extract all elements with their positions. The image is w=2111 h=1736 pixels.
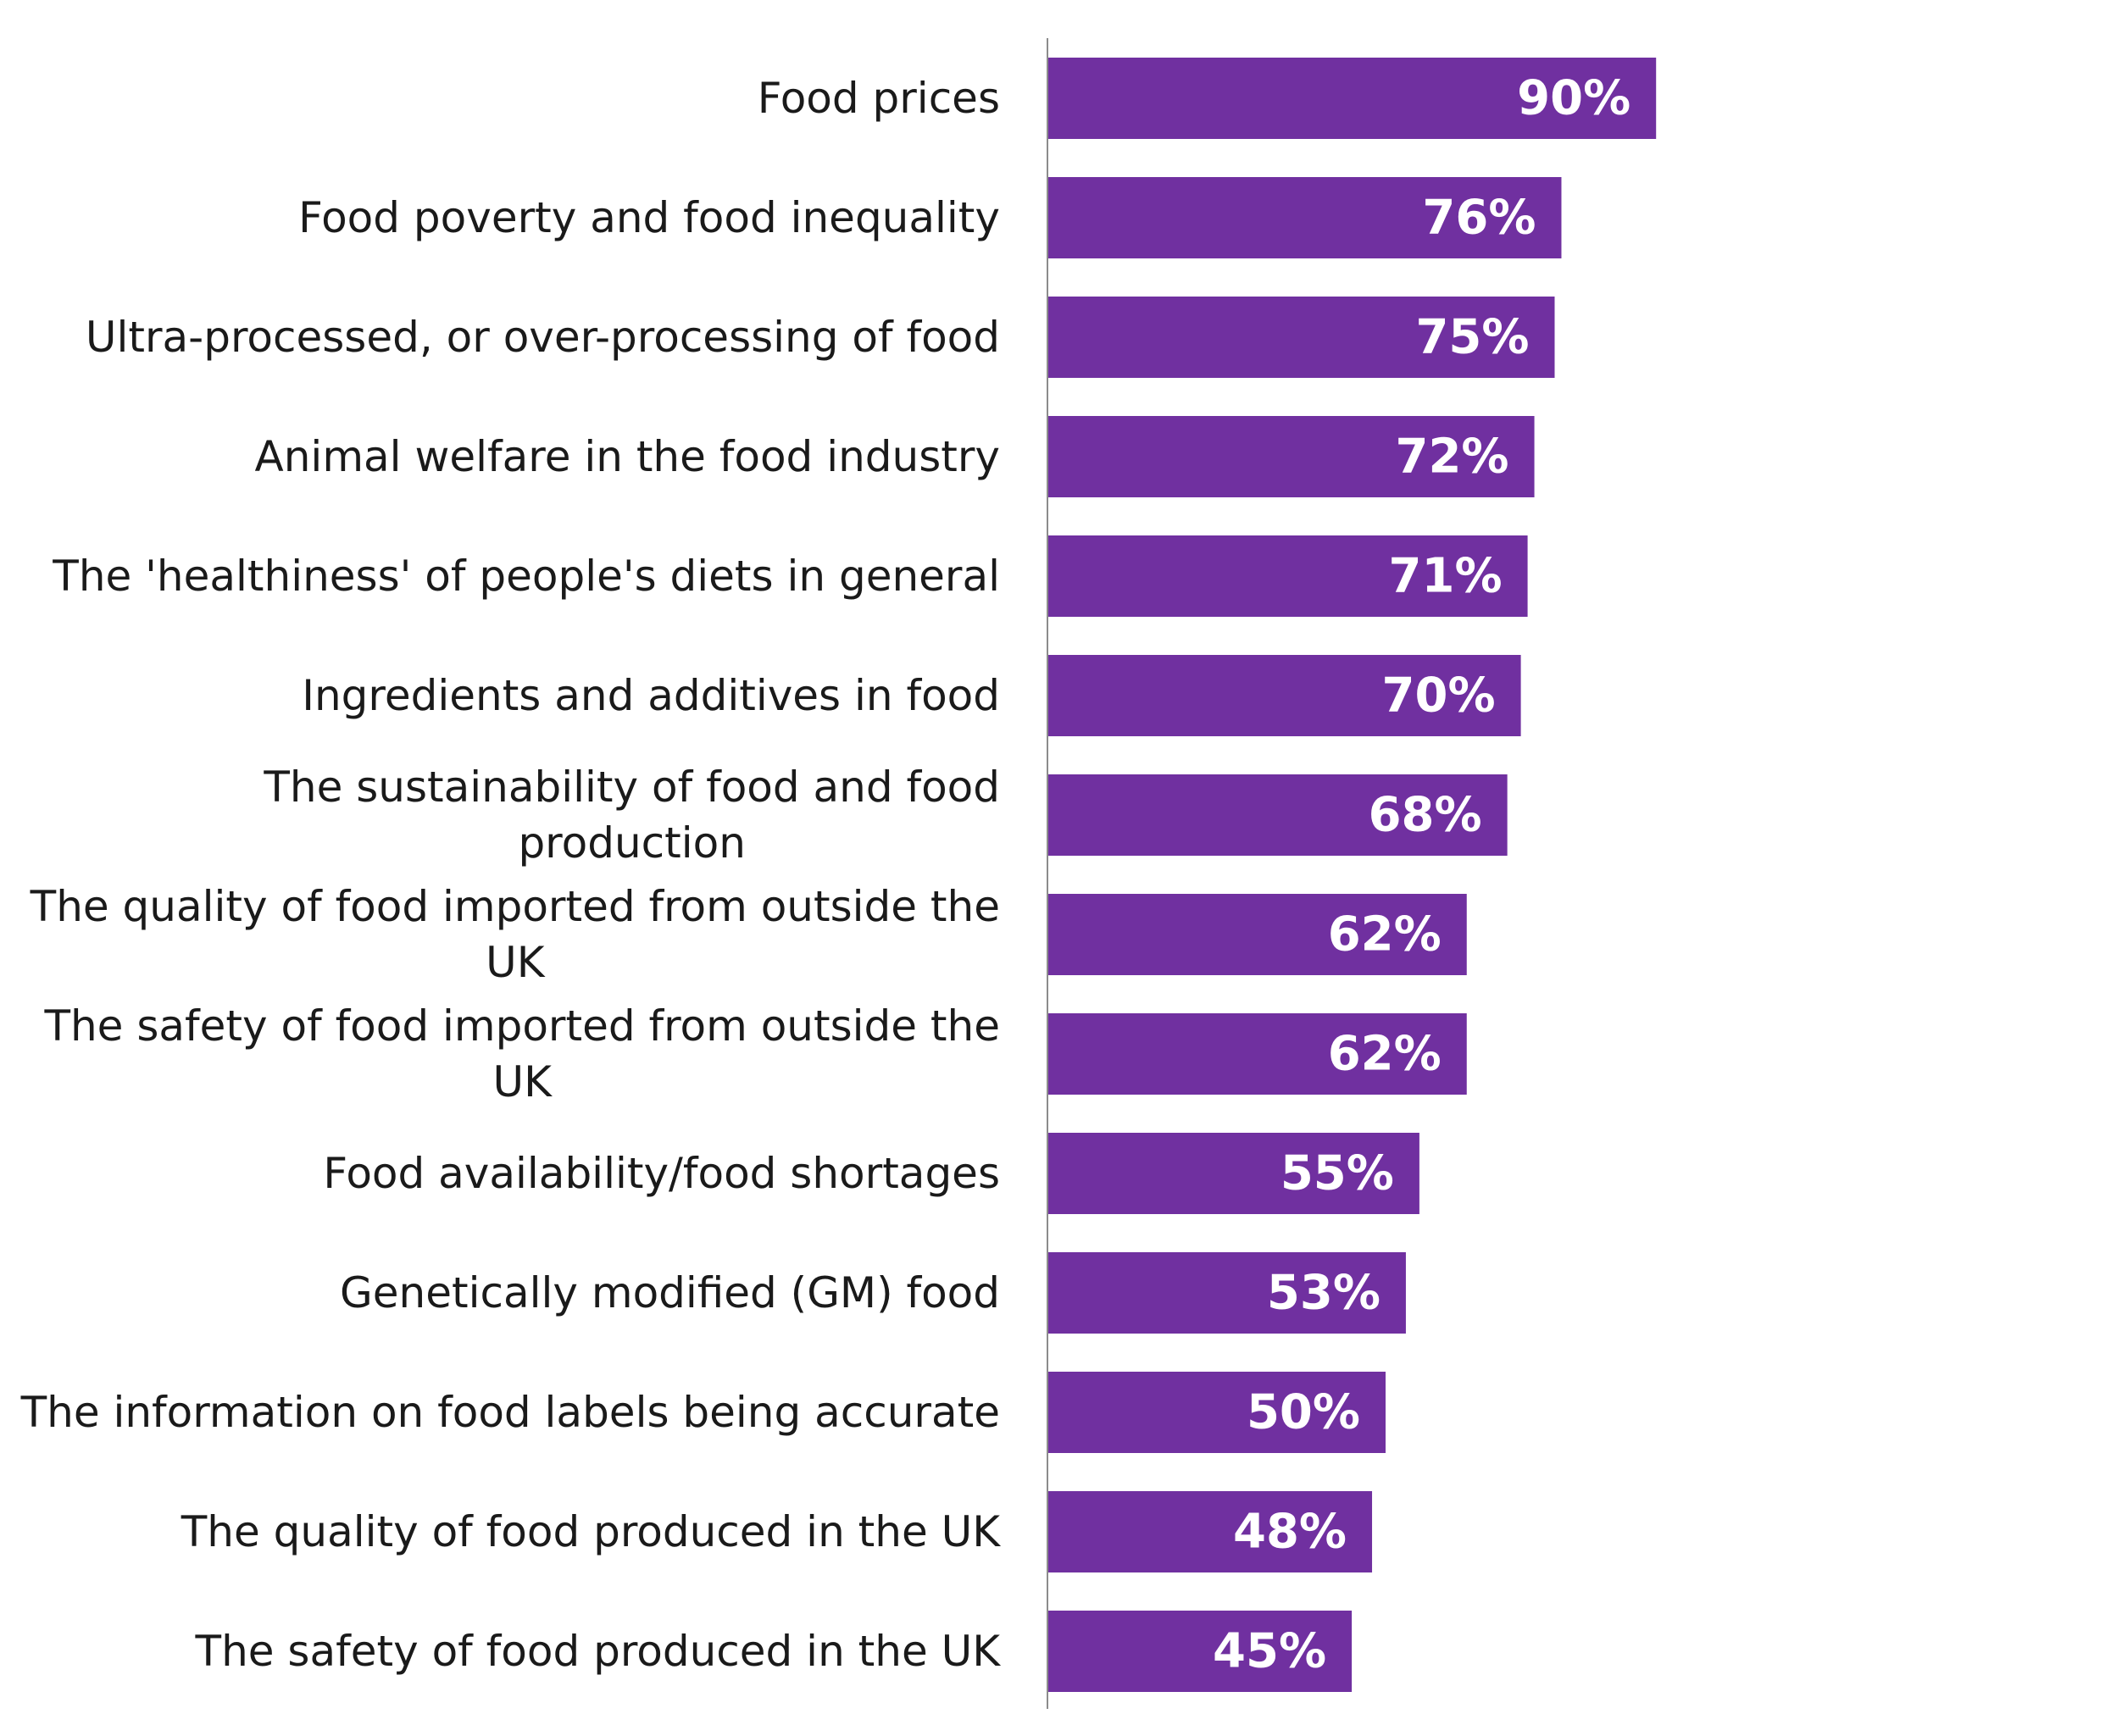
- value-label-7: 68%: [1369, 788, 1482, 843]
- value-label-5: 71%: [1389, 549, 1503, 604]
- bar-10: [1047, 1133, 1419, 1214]
- value-label-1: 90%: [1517, 71, 1630, 126]
- category-label-2: Food poverty and food inequality: [298, 193, 1000, 242]
- value-label-6: 70%: [1382, 668, 1496, 724]
- bar-4: [1047, 416, 1535, 497]
- bar-14: [1047, 1611, 1353, 1692]
- category-label-1: Food prices: [758, 74, 1000, 123]
- bar-1: [1047, 58, 1657, 139]
- category-label-10: Food availability/food shortages: [323, 1149, 1000, 1198]
- bar-8: [1047, 894, 1467, 975]
- category-label-9: The safety of food imported from outside…: [43, 1001, 1000, 1106]
- value-label-2: 76%: [1422, 191, 1536, 246]
- category-label-3: Ultra-processed, or over-processing of f…: [86, 313, 1000, 362]
- bar-3: [1047, 297, 1555, 378]
- value-labels-group: 90% 76% 75% 72% 71% 70% 68% 62% 62% 55% 53% 50% 48% 4…: [1213, 71, 1630, 1679]
- value-label-10: 55%: [1280, 1146, 1394, 1201]
- category-label-11: Genetically modified (GM) food: [340, 1268, 1000, 1317]
- category-label-5: The 'healthiness' of people's diets in g…: [52, 552, 1000, 601]
- bar-5: [1047, 535, 1528, 617]
- bar-6: [1047, 655, 1521, 736]
- value-label-13: 48%: [1233, 1505, 1347, 1560]
- value-label-8: 62%: [1328, 907, 1442, 962]
- bar-13: [1047, 1491, 1373, 1572]
- bar-11: [1047, 1252, 1406, 1334]
- bar-9: [1047, 1013, 1467, 1095]
- value-label-14: 45%: [1213, 1624, 1326, 1679]
- bar-7: [1047, 774, 1508, 856]
- category-label-12: The information on food labels being acc…: [20, 1388, 1000, 1437]
- category-labels-group: Food prices Food poverty and food inequal…: [20, 74, 1002, 1676]
- bars-group: [1047, 58, 1657, 1692]
- value-label-11: 53%: [1267, 1266, 1380, 1321]
- category-label-13: The quality of food produced in the UK: [181, 1507, 1001, 1556]
- category-label-14: The safety of food produced in the UK: [195, 1627, 1002, 1676]
- value-label-12: 50%: [1247, 1385, 1360, 1440]
- category-label-4: Animal welfare in the food industry: [255, 432, 1000, 481]
- bar-2: [1047, 177, 1562, 258]
- value-label-9: 62%: [1328, 1027, 1442, 1082]
- value-label-3: 75%: [1415, 310, 1529, 365]
- category-label-7: The sustainability of food and food produ…: [263, 763, 1000, 868]
- bar-12: [1047, 1372, 1386, 1453]
- category-label-6: Ingredients and additives in food: [302, 671, 1000, 720]
- category-label-8: The quality of food imported from outsid…: [30, 882, 1000, 987]
- value-label-4: 72%: [1396, 430, 1509, 485]
